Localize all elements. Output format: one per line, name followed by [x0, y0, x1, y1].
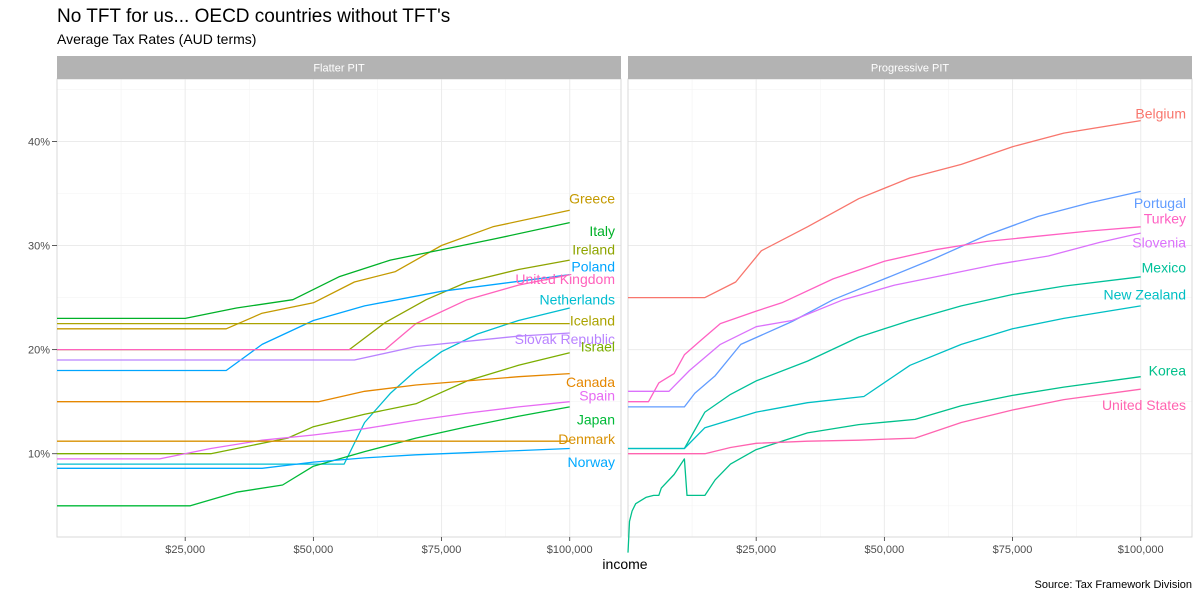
- panel-progressive-pit: Progressive PIT $25,000 $50,000 $75,000 $100…: [627, 56, 1193, 556]
- series-line-israel: [57, 352, 570, 455]
- series-label-belgium: Belgium: [1135, 105, 1186, 121]
- y-tick-label: 20%: [28, 345, 50, 357]
- series-line-spain: [57, 401, 570, 460]
- series-line-japan: [57, 406, 570, 507]
- series-line-portugal: [628, 190, 1141, 408]
- series-line-united-kingdom: [57, 274, 570, 351]
- series-label-united-kingdom: United Kingdom: [515, 271, 615, 287]
- x-tick-label: $25,000: [165, 544, 205, 556]
- series-label-greece: Greece: [569, 191, 615, 207]
- series-label-korea: Korea: [1149, 362, 1187, 378]
- x-tick-label: $25,000: [736, 544, 776, 556]
- x-tick-label: $50,000: [864, 544, 904, 556]
- series-label-denmark: Denmark: [558, 431, 616, 447]
- series-line-korea: [627, 376, 1141, 553]
- series-line-poland: [57, 274, 570, 372]
- x-axis-title: income: [602, 556, 647, 572]
- chart-title: No TFT for us... OECD countries without …: [57, 6, 450, 27]
- series-label-canada: Canada: [566, 374, 615, 390]
- x-tick-label: $100,000: [1118, 544, 1164, 556]
- x-tick-label: $100,000: [547, 544, 593, 556]
- y-tick-label: 10%: [28, 449, 50, 461]
- series-line-norway: [57, 447, 570, 469]
- series-label-israel: Israel: [581, 339, 615, 355]
- series-line-canada: [57, 372, 570, 403]
- series-label-portugal: Portugal: [1134, 195, 1186, 211]
- series-label-new-zealand: New Zealand: [1104, 286, 1187, 302]
- series-label-ireland: Ireland: [572, 242, 615, 258]
- series-line-belgium: [628, 119, 1141, 299]
- series-label-norway: Norway: [568, 454, 615, 470]
- series-label-iceland: Iceland: [570, 312, 615, 328]
- y-tick-label: 30%: [28, 241, 50, 253]
- series-line-mexico: [628, 276, 1141, 450]
- series-label-mexico: Mexico: [1142, 259, 1187, 275]
- facet-strip: [57, 56, 621, 79]
- series-label-italy: Italy: [589, 223, 615, 239]
- series-label-netherlands: Netherlands: [540, 292, 616, 308]
- series-label-slovenia: Slovenia: [1132, 234, 1186, 250]
- x-tick-label: $75,000: [422, 544, 462, 556]
- y-axis: 10% 20% 30% 40%: [28, 136, 57, 461]
- facet-strip-label: Progressive PIT: [871, 63, 950, 75]
- series-line-turkey: [628, 226, 1141, 403]
- facet-strip-label: Flatter PIT: [313, 63, 365, 75]
- x-tick-label: $50,000: [293, 544, 333, 556]
- series-line-slovenia: [628, 232, 1141, 392]
- source-caption: Source: Tax Framework Division: [1034, 579, 1192, 591]
- series-label-united-states: United States: [1102, 397, 1186, 413]
- series-line-italy: [57, 221, 570, 320]
- series-line-netherlands: [57, 307, 570, 465]
- series-label-poland: Poland: [571, 258, 615, 274]
- series-label-japan: Japan: [577, 411, 615, 427]
- panel-background: [57, 79, 621, 537]
- series-line-new-zealand: [628, 305, 1141, 450]
- y-tick-label: 40%: [28, 136, 50, 148]
- x-tick-label: $75,000: [993, 544, 1033, 556]
- series-label-slovak-republic: Slovak Republic: [515, 331, 615, 347]
- series-label-spain: Spain: [579, 387, 615, 403]
- series-label-turkey: Turkey: [1144, 210, 1186, 226]
- facet-strip: [628, 56, 1192, 79]
- panel-background: [628, 79, 1192, 537]
- chart-subtitle: Average Tax Rates (AUD terms): [57, 31, 256, 47]
- series-line-united-states: [628, 388, 1141, 455]
- series-line-slovak-republic: [57, 332, 570, 361]
- panel-flatter-pit: Flatter PIT $25,000 $50,000 $75,000 $100,000…: [56, 56, 622, 556]
